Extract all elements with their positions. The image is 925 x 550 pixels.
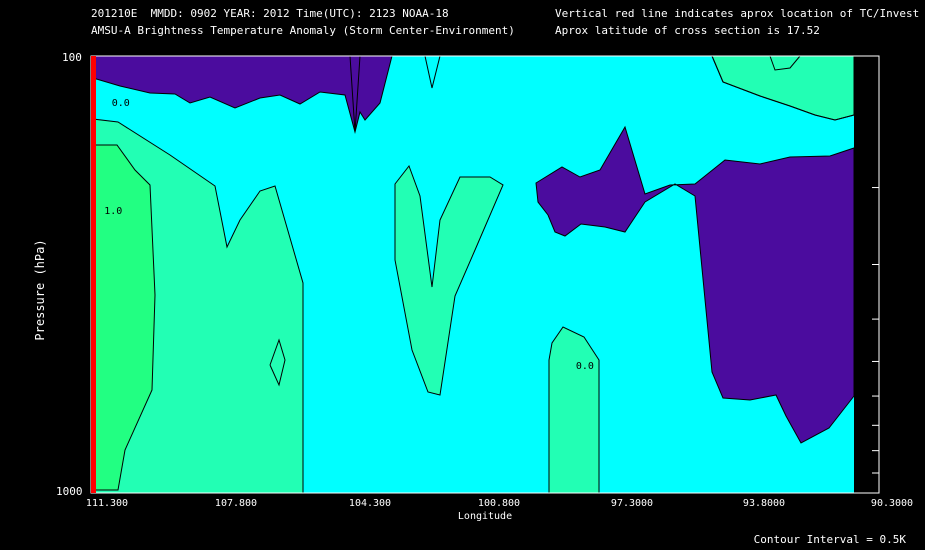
chart-title: AMSU-A Brightness Temperature Anomaly (S… [91,24,515,37]
anomaly-region-4 [394,164,504,396]
contour-line-3 [769,55,801,71]
contour-line-2 [424,55,441,89]
contour-line-4 [711,55,855,121]
x-tick-label-0: 111.300 [85,498,129,509]
contour-line-0 [269,338,286,387]
tc-location-line [91,56,96,493]
y-tick-marks [872,187,879,474]
x-tick-label-6: 90.3000 [870,498,914,509]
contour-label-1: 1.0 [104,206,122,217]
x-tick-label-2: 104.300 [348,498,392,509]
y-axis-label: Pressure (hPa) [33,239,47,341]
y-tick-label-100: 100 [62,51,82,64]
x-axis-label: Longitude [457,511,513,522]
y-tick-label-1000: 1000 [56,485,83,498]
x-tick-label-3: 100.800 [477,498,521,509]
header-line1-left: 201210E MMDD: 0902 YEAR: 2012 Time(UTC):… [91,7,449,20]
contour-label-0: 0.0 [112,98,130,109]
x-tick-label-5: 93.8000 [742,498,786,509]
contour-labels: 0.0 1.0 0.0 0.0 [104,98,874,372]
x-tick-label-4: 97.3000 [610,498,654,509]
x-tick-label-1: 107.800 [214,498,258,509]
contour-line-1 [349,55,361,133]
header-line2-right: Aprox latitude of cross section is 17.52 [555,24,820,37]
contour-interval-note: Contour Interval = 0.5K [753,533,906,546]
contour-label-3: 0.0 [857,98,875,109]
anomaly-region-1 [535,125,855,444]
anomaly-fills [92,55,855,494]
contour-label-2: 0.0 [576,361,594,372]
anomaly-region-3 [92,144,156,491]
header-line1-right: Vertical red line indicates aprox locati… [555,7,920,20]
anomaly-region-5 [548,326,600,494]
contour-lines [269,55,855,387]
anomaly-region-0 [92,55,393,134]
